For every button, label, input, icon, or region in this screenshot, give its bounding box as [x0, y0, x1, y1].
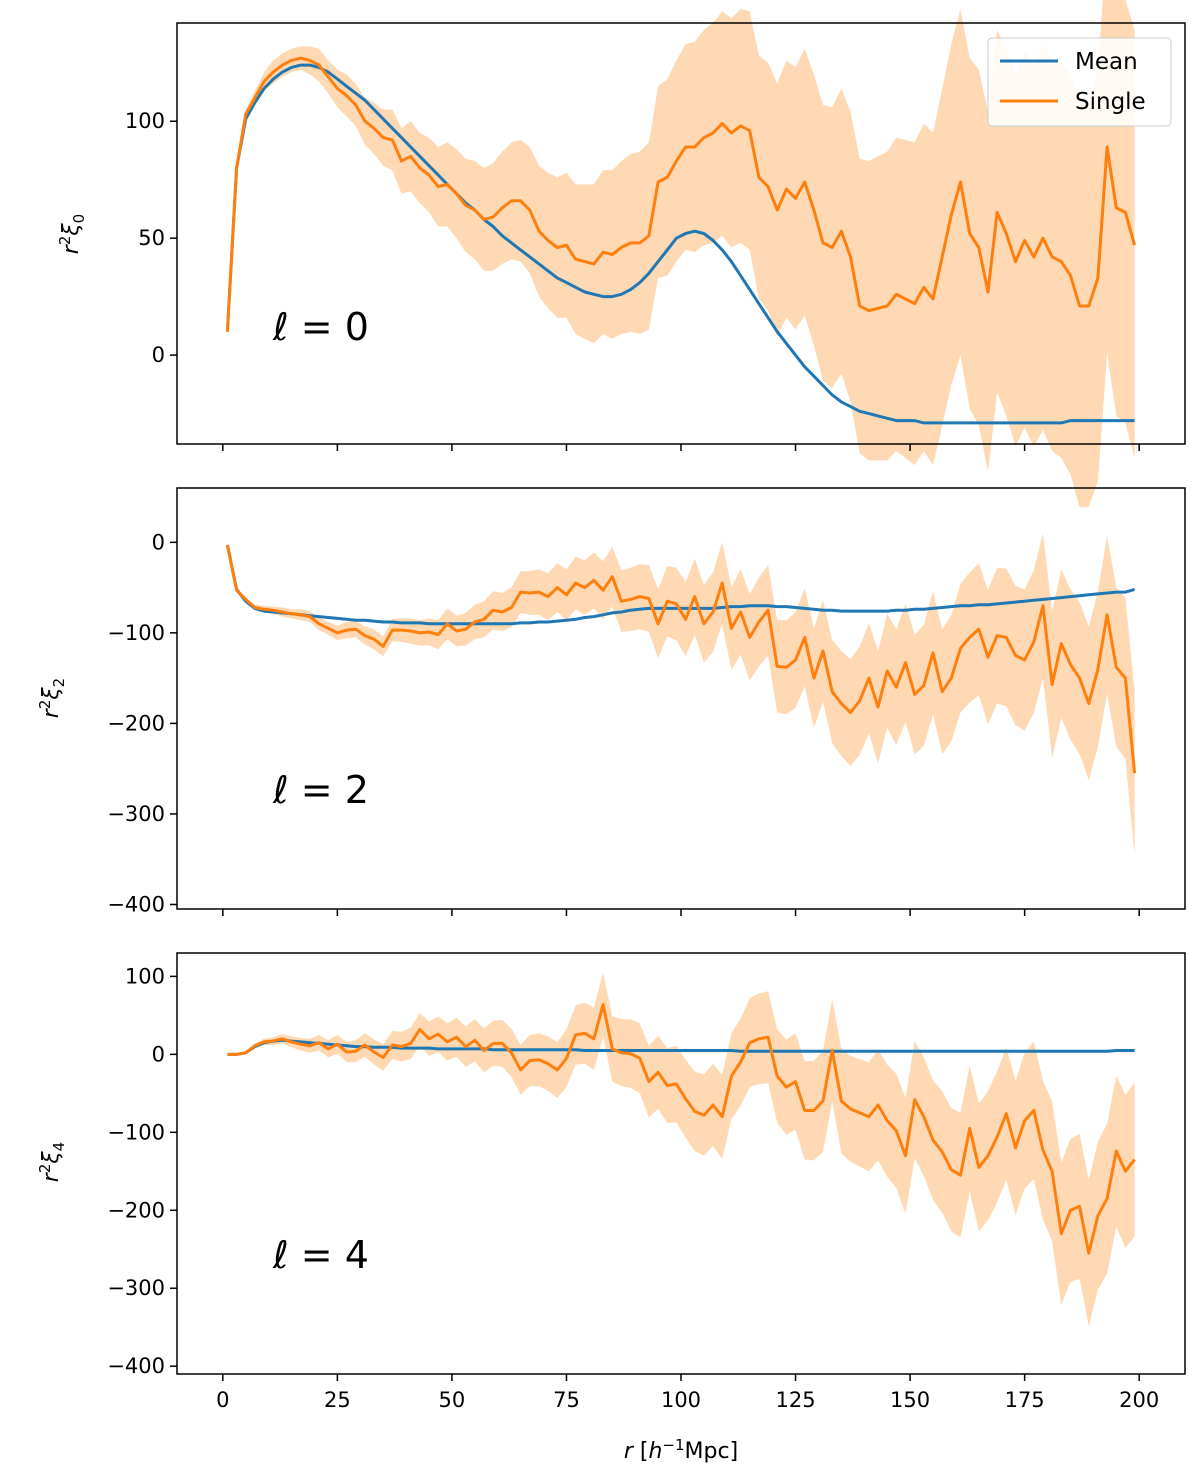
- annotation-l0: ℓ = 0: [272, 305, 369, 349]
- mean-line-l2: [225, 544, 1136, 626]
- mean-line-l4: [227, 1038, 1135, 1056]
- yticks-l0: 0 50 100: [125, 109, 177, 367]
- panel-l4: −400 −300 −200 −100 0 100 0 25 50 75 100 125 150 175…: [36, 952, 1186, 1464]
- mean-line-l0: [225, 63, 1135, 425]
- panel-l2: −400 −300 −200 −100 0 r2ξ2 ℓ = 2: [36, 487, 1186, 916]
- single-band-l4: [227, 972, 1135, 1327]
- panel-l0: 0 50 100 r2ξ0 ℓ = 0 Mean Single: [56, 0, 1186, 508]
- xticks-l4: 0 25 50 75 100 125 150 175 200: [216, 1374, 1159, 1412]
- legend: Mean Single: [987, 37, 1172, 127]
- xticks-l2: [222, 909, 1140, 916]
- single-uncertainty-band-l2: [227, 533, 1135, 855]
- annotation-l2: ℓ = 2: [272, 768, 369, 812]
- ylabel-l4: r2ξ4: [36, 1142, 68, 1182]
- single-line-l2: [225, 544, 1137, 774]
- legend-single-label: Single: [1075, 89, 1146, 115]
- ylabel-l2: r2ξ2: [36, 678, 68, 718]
- lines-l2: [225, 544, 1137, 774]
- xtick-label: 150: [890, 1388, 930, 1412]
- ytick-label: 100: [125, 109, 165, 133]
- xtick-label: 0: [216, 1388, 229, 1412]
- axes-frame-l2: [176, 487, 1186, 910]
- single-band-l0: [227, 0, 1135, 508]
- ytick-label: −100: [107, 1120, 165, 1144]
- lines-l0: [225, 56, 1137, 425]
- xtick-label: 25: [324, 1388, 351, 1412]
- ytick-label: −400: [107, 892, 165, 916]
- single-band-l2: [227, 533, 1135, 855]
- ytick-label: 50: [138, 226, 165, 250]
- yticks-l4: −400 −300 −200 −100 0 100: [107, 964, 177, 1378]
- annotation-l4: ℓ = 4: [272, 1233, 369, 1277]
- axes-frame-l4: [176, 952, 1186, 1375]
- legend-mean-label: Mean: [1075, 49, 1138, 75]
- ytick-label: −300: [107, 1276, 165, 1300]
- xtick-label: 175: [1005, 1388, 1045, 1412]
- xtick-label: 75: [553, 1388, 580, 1412]
- ytick-label: −300: [107, 802, 165, 826]
- xtick-label: 100: [661, 1388, 701, 1412]
- single-line-l4: [227, 1003, 1136, 1255]
- axes-frame-l0: [176, 22, 1186, 445]
- xtick-label: 50: [439, 1388, 466, 1412]
- single-uncertainty-band-l4: [227, 972, 1135, 1327]
- ytick-label: −400: [107, 1354, 165, 1378]
- ytick-label: 0: [152, 530, 165, 554]
- ylabel-l0: r2ξ0: [56, 214, 88, 254]
- ytick-label: 0: [152, 1042, 165, 1066]
- xticks-l0: [222, 444, 1140, 451]
- xtick-label: 200: [1119, 1388, 1159, 1412]
- xtick-label: 125: [775, 1388, 815, 1412]
- ytick-label: 0: [152, 343, 165, 367]
- single-uncertainty-band-l0: [227, 0, 1135, 508]
- single-line-l0: [225, 56, 1137, 332]
- ytick-label: −200: [107, 711, 165, 735]
- ytick-label: −200: [107, 1198, 165, 1222]
- lines-l4: [227, 1003, 1136, 1255]
- ytick-label: −100: [107, 621, 165, 645]
- ytick-label: 100: [125, 964, 165, 988]
- yticks-l2: −400 −300 −200 −100 0: [107, 530, 177, 916]
- xlabel: r [h−1Mpc]: [624, 1436, 738, 1464]
